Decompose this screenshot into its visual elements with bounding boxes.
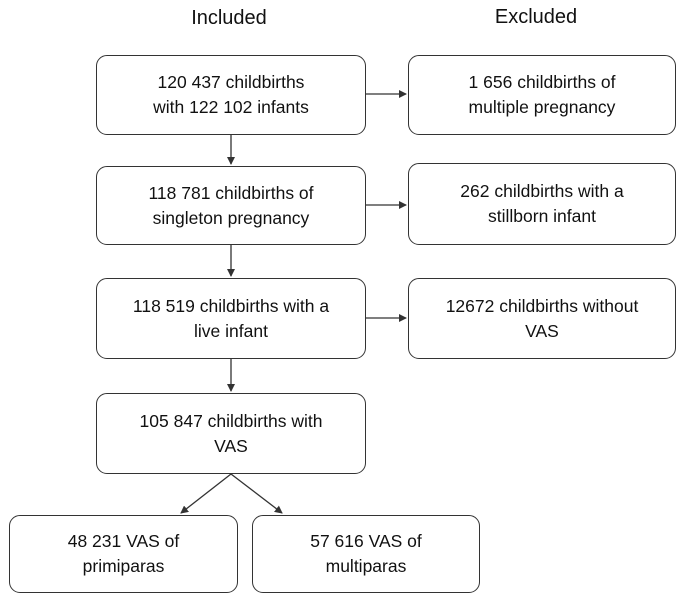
included-header: Included bbox=[191, 7, 267, 29]
arrow-split-right bbox=[230, 473, 283, 514]
included-box-with-vas-text: 105 847 childbirths with VAS bbox=[139, 410, 323, 456]
split-box-multiparas: 57 616 VAS of multiparas bbox=[252, 515, 480, 593]
included-box-live-infant: 118 519 childbirths with a live infant bbox=[96, 278, 366, 359]
excluded-box-stillborn-text: 262 childbirths with a stillborn infant bbox=[460, 181, 624, 226]
excluded-box-without-vas-text: 12672 childbirths without VAS bbox=[445, 295, 639, 341]
included-box-singleton-text: 118 781 childbirths of singleton pregnan… bbox=[148, 182, 314, 228]
excluded-box-multiple-pregnancy: 1 656 childbirths of multiple pregnancy bbox=[408, 55, 676, 135]
included-box-childbirths-text: 120 437 childbirths with 122 102 infants bbox=[153, 72, 309, 117]
split-box-primiparas-text: 48 231 VAS of primiparas bbox=[67, 531, 180, 576]
included-box-singleton: 118 781 childbirths of singleton pregnan… bbox=[96, 166, 366, 245]
included-box-with-vas: 105 847 childbirths with VAS bbox=[96, 393, 366, 474]
excluded-box-stillborn: 262 childbirths with a stillborn infant bbox=[408, 163, 676, 245]
included-box-childbirths: 120 437 childbirths with 122 102 infants bbox=[96, 55, 366, 135]
included-box-live-infant-text: 118 519 childbirths with a live infant bbox=[132, 295, 330, 341]
excluded-header: Excluded bbox=[494, 6, 578, 28]
split-box-primiparas: 48 231 VAS of primiparas bbox=[9, 515, 238, 593]
excluded-box-without-vas: 12672 childbirths without VAS bbox=[408, 278, 676, 359]
split-box-multiparas-text: 57 616 VAS of multiparas bbox=[310, 531, 422, 576]
arrow-split-left bbox=[180, 473, 232, 514]
excluded-box-multiple-pregnancy-text: 1 656 childbirths of multiple pregnancy bbox=[468, 72, 616, 117]
